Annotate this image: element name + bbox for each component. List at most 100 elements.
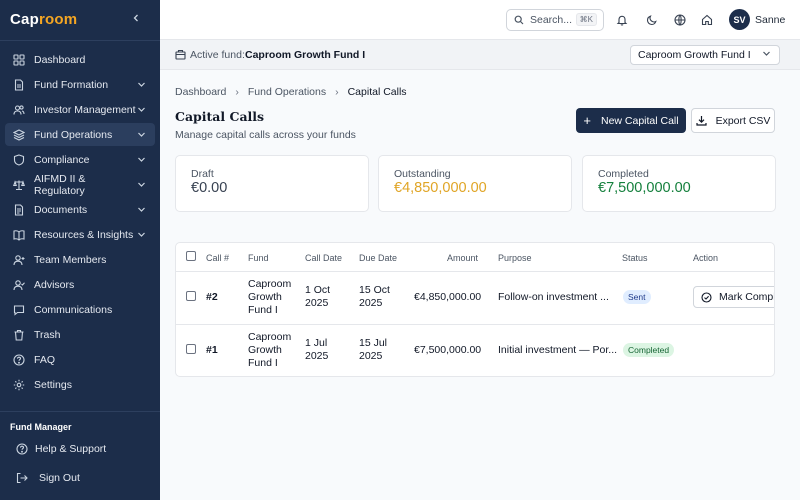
plus-icon: + <box>583 113 591 128</box>
book-icon <box>12 228 26 242</box>
new-capital-call-button[interactable]: + New Capital Call <box>576 108 686 133</box>
fund-name-cell: Caproom Growth Fund I <box>248 331 291 370</box>
column-header[interactable]: Call Date <box>305 253 342 263</box>
sidebar-item-label: Advisors <box>34 279 155 291</box>
sidebar-item-faq[interactable]: FAQ <box>5 348 155 371</box>
table-scrollbar[interactable] <box>774 243 775 377</box>
breadcrumb-dashboard[interactable]: Dashboard <box>175 86 226 98</box>
sidebar-item-label: Fund Formation <box>34 79 137 91</box>
document-icon <box>12 78 26 92</box>
sidebar-item-dashboard[interactable]: Dashboard <box>5 48 155 71</box>
card-label: Completed <box>598 168 649 180</box>
sidebar-item-compliance[interactable]: Compliance <box>5 148 155 171</box>
chevron-down-icon <box>137 205 147 214</box>
select-all-checkbox[interactable] <box>186 251 196 261</box>
breadcrumb: Dashboard › Fund Operations › Capital Ca… <box>175 86 407 98</box>
row-checkbox[interactable] <box>186 344 196 354</box>
due-date-cell: 15 Oct 2025 <box>359 284 390 310</box>
column-header[interactable]: Action <box>693 253 718 263</box>
card-value: €4,850,000.00 <box>394 180 487 196</box>
help-support-link[interactable]: Help & Support <box>15 442 106 456</box>
card-label: Outstanding <box>394 168 451 180</box>
gear-icon <box>12 378 26 392</box>
mark-complete-label: Mark Complete <box>719 291 775 303</box>
sidebar-nav: Dashboard Fund Formation Investor Manage… <box>5 48 155 398</box>
column-header[interactable]: Amount <box>447 253 478 263</box>
sidebar-item-aifmd[interactable]: AIFMD II & Regulatory <box>5 173 155 196</box>
globe-icon[interactable] <box>673 13 687 27</box>
new-capital-call-label: New Capital Call <box>601 115 679 127</box>
collapse-sidebar-icon[interactable] <box>131 11 141 26</box>
capital-calls-table: Call # Fund Call Date Due Date Amount Pu… <box>175 242 775 377</box>
trash-icon <box>12 328 26 342</box>
divider <box>0 40 160 41</box>
sidebar-item-label: Team Members <box>34 254 155 266</box>
sidebar: Caproom Dashboard Fund Formation Investo… <box>0 0 160 500</box>
breadcrumb-fund-operations[interactable]: Fund Operations <box>248 86 326 98</box>
column-header[interactable]: Status <box>622 253 648 263</box>
sidebar-item-settings[interactable]: Settings <box>5 373 155 396</box>
column-header[interactable]: Purpose <box>498 253 532 263</box>
purpose-cell: Initial investment — Por... <box>498 344 617 357</box>
sidebar-item-label: Dashboard <box>34 54 155 66</box>
mark-complete-button[interactable]: Mark Complete <box>693 286 775 308</box>
column-header[interactable]: Due Date <box>359 253 397 263</box>
sidebar-item-trash[interactable]: Trash <box>5 323 155 346</box>
sidebar-item-label: Investor Management <box>34 104 137 116</box>
sidebar-item-fund-operations[interactable]: Fund Operations <box>5 123 155 146</box>
chevron-down-icon <box>137 155 147 164</box>
bell-icon[interactable] <box>615 13 629 27</box>
row-checkbox[interactable] <box>186 291 196 301</box>
sidebar-item-team-members[interactable]: Team Members <box>5 248 155 271</box>
divider <box>176 324 775 325</box>
summary-card-completed: Completed €7,500,000.00 <box>582 155 776 212</box>
column-header[interactable]: Fund <box>248 253 269 263</box>
sidebar-item-documents[interactable]: Documents <box>5 198 155 221</box>
shield-icon <box>12 153 26 167</box>
app-logo[interactable]: Caproom <box>10 11 77 28</box>
sign-out-button[interactable]: Sign Out <box>15 471 80 485</box>
sidebar-item-communications[interactable]: Communications <box>5 298 155 321</box>
sidebar-item-label: Compliance <box>34 154 137 166</box>
sidebar-item-investor-management[interactable]: Investor Management <box>5 98 155 121</box>
export-csv-button[interactable]: Export CSV <box>691 108 775 133</box>
card-label: Draft <box>191 168 214 180</box>
purpose-cell: Follow-on investment ... <box>498 291 609 304</box>
top-bar: Search... ⌘K SV Sanne <box>160 0 800 40</box>
status-badge: Sent <box>623 290 651 304</box>
folder-icon <box>12 203 26 217</box>
building-icon <box>175 49 186 63</box>
chevron-down-icon <box>137 80 147 89</box>
divider <box>176 271 775 272</box>
chevron-down-icon <box>762 46 771 64</box>
username[interactable]: Sanne <box>755 14 785 26</box>
search-input[interactable]: Search... ⌘K <box>506 9 604 31</box>
search-icon <box>514 15 524 25</box>
summary-card-outstanding: Outstanding €4,850,000.00 <box>378 155 572 212</box>
scale-icon <box>12 178 26 192</box>
download-icon <box>696 115 707 126</box>
moon-icon[interactable] <box>645 13 659 27</box>
sidebar-item-fund-formation[interactable]: Fund Formation <box>5 73 155 96</box>
chevron-down-icon <box>137 230 147 239</box>
call-number: #2 <box>206 291 218 304</box>
fund-name-cell: Caproom Growth Fund I <box>248 278 291 317</box>
page-title: Capital Calls <box>175 109 264 124</box>
sidebar-item-resources[interactable]: Resources & Insights <box>5 223 155 246</box>
home-icon[interactable] <box>700 13 714 27</box>
sidebar-item-label: Trash <box>34 329 155 341</box>
export-csv-label: Export CSV <box>716 115 771 127</box>
logout-icon <box>15 471 29 485</box>
sidebar-item-advisors[interactable]: Advisors <box>5 273 155 296</box>
avatar[interactable]: SV <box>729 9 750 30</box>
column-header[interactable]: Call # <box>206 253 229 263</box>
fund-selector[interactable]: Caproom Growth Fund I <box>630 45 780 65</box>
chevron-right-icon: › <box>335 86 339 98</box>
chevron-right-icon: › <box>235 86 239 98</box>
layers-icon <box>12 128 26 142</box>
chevron-down-icon <box>137 130 147 139</box>
fund-selector-value: Caproom Growth Fund I <box>638 49 751 61</box>
chevron-down-icon <box>137 180 147 189</box>
sidebar-item-label: Settings <box>34 379 155 391</box>
sidebar-item-label: Resources & Insights <box>34 229 137 241</box>
